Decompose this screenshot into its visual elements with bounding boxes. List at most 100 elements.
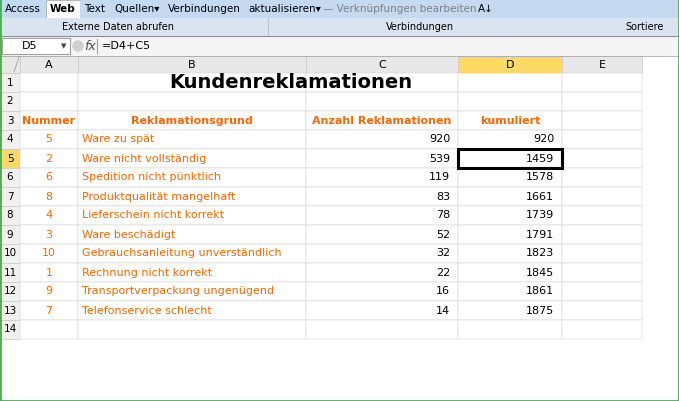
- Bar: [458, 225, 562, 244]
- Text: Verbindungen: Verbindungen: [168, 4, 240, 14]
- Text: fx: fx: [84, 40, 96, 53]
- Bar: [306, 56, 458, 73]
- Bar: [458, 149, 562, 168]
- Bar: [306, 263, 458, 282]
- Bar: [0, 0, 679, 18]
- Bar: [78, 168, 306, 187]
- Bar: [0, 206, 20, 225]
- Text: ▼: ▼: [61, 43, 67, 49]
- Bar: [46, 0, 80, 18]
- Bar: [458, 168, 562, 187]
- Bar: [562, 282, 642, 301]
- Text: Spedition nicht pünktlich: Spedition nicht pünktlich: [82, 172, 221, 182]
- Bar: [78, 225, 306, 244]
- Bar: [20, 130, 78, 149]
- Text: 1459: 1459: [526, 154, 554, 164]
- Bar: [562, 206, 642, 225]
- Bar: [20, 320, 78, 339]
- Text: 4: 4: [7, 134, 14, 144]
- Text: Transportverpackung ungenügend: Transportverpackung ungenügend: [82, 286, 274, 296]
- Text: 10: 10: [42, 249, 56, 259]
- Bar: [78, 56, 306, 73]
- Bar: [78, 73, 306, 92]
- Text: 1845: 1845: [526, 267, 554, 277]
- Bar: [458, 73, 562, 92]
- Bar: [458, 301, 562, 320]
- Bar: [20, 73, 78, 92]
- Bar: [562, 168, 642, 187]
- Bar: [562, 92, 642, 111]
- Bar: [306, 187, 458, 206]
- Text: Telefonservice schlecht: Telefonservice schlecht: [82, 306, 212, 316]
- Bar: [2, 38, 70, 54]
- Text: 119: 119: [429, 172, 450, 182]
- Bar: [0, 130, 20, 149]
- Text: 6: 6: [45, 172, 52, 182]
- Text: 22: 22: [436, 267, 450, 277]
- Bar: [20, 149, 78, 168]
- Bar: [78, 263, 306, 282]
- Bar: [458, 282, 562, 301]
- Bar: [20, 168, 78, 187]
- Text: 1791: 1791: [526, 229, 554, 239]
- Text: 8: 8: [45, 192, 52, 201]
- Text: 11: 11: [3, 267, 16, 277]
- Text: 3: 3: [7, 115, 14, 126]
- Bar: [306, 73, 458, 92]
- Bar: [0, 263, 20, 282]
- Bar: [562, 263, 642, 282]
- Bar: [306, 92, 458, 111]
- Text: 1875: 1875: [526, 306, 554, 316]
- Bar: [562, 73, 642, 92]
- Text: Externe Daten abrufen: Externe Daten abrufen: [62, 22, 174, 32]
- Text: 8: 8: [7, 211, 14, 221]
- Bar: [244, 0, 326, 18]
- Bar: [78, 130, 306, 149]
- Bar: [0, 301, 20, 320]
- Bar: [0, 149, 20, 168]
- Text: Web: Web: [50, 4, 76, 14]
- Bar: [110, 0, 164, 18]
- Text: D5: D5: [22, 41, 38, 51]
- Bar: [458, 263, 562, 282]
- Text: 1: 1: [7, 77, 14, 87]
- Bar: [0, 0, 46, 18]
- Bar: [562, 301, 642, 320]
- Bar: [562, 149, 642, 168]
- Text: 78: 78: [436, 211, 450, 221]
- Text: 12: 12: [3, 286, 16, 296]
- Bar: [78, 301, 306, 320]
- Bar: [20, 206, 78, 225]
- Bar: [306, 111, 458, 130]
- Text: 10: 10: [3, 249, 16, 259]
- Bar: [0, 56, 20, 73]
- Bar: [562, 225, 642, 244]
- Text: Ware nicht vollständig: Ware nicht vollständig: [82, 154, 206, 164]
- Text: kumuliert: kumuliert: [480, 115, 540, 126]
- Text: 4: 4: [45, 211, 52, 221]
- Text: B: B: [188, 59, 196, 69]
- Text: 539: 539: [429, 154, 450, 164]
- Bar: [20, 92, 78, 111]
- Text: Ware beschädigt: Ware beschädigt: [82, 229, 175, 239]
- Text: =D4+C5: =D4+C5: [102, 41, 151, 51]
- Text: 9: 9: [45, 286, 52, 296]
- Bar: [306, 320, 458, 339]
- Bar: [20, 56, 78, 73]
- Bar: [20, 225, 78, 244]
- Text: 16: 16: [436, 286, 450, 296]
- Bar: [458, 206, 562, 225]
- Text: 52: 52: [436, 229, 450, 239]
- Text: 1578: 1578: [526, 172, 554, 182]
- Bar: [458, 130, 562, 149]
- Bar: [306, 206, 458, 225]
- Bar: [80, 0, 110, 18]
- Text: aktualisieren▾: aktualisieren▾: [249, 4, 321, 14]
- Text: 2: 2: [45, 154, 52, 164]
- Bar: [562, 244, 642, 263]
- Bar: [306, 168, 458, 187]
- Text: Lieferschein nicht korrekt: Lieferschein nicht korrekt: [82, 211, 224, 221]
- Bar: [0, 56, 679, 401]
- Bar: [78, 320, 306, 339]
- Text: 5: 5: [45, 134, 52, 144]
